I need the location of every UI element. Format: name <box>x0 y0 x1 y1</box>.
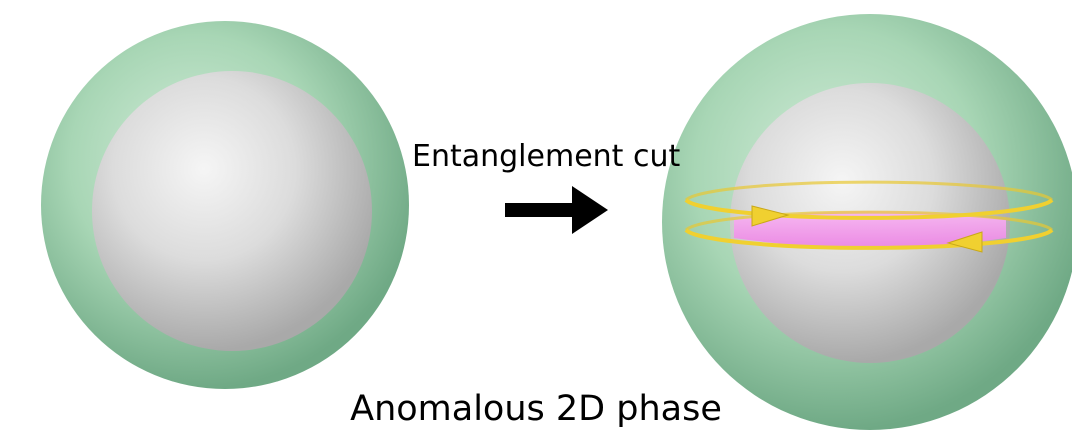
upper-ring-front <box>684 198 1054 220</box>
entanglement-cut-label: Entanglement cut <box>412 139 681 174</box>
entanglement-cut-arrow <box>505 186 608 234</box>
left-sphere <box>41 21 409 389</box>
edge-mode-band <box>734 211 1006 248</box>
right-sphere <box>662 14 1072 430</box>
lower-ring-front <box>684 228 1054 250</box>
upper-ring-back <box>684 180 1054 202</box>
lower-ring-back <box>684 210 1054 232</box>
lower-ring-arrowhead <box>946 231 983 253</box>
left-inner-sphere <box>92 71 372 351</box>
phase-caption: Anomalous 2D phase <box>350 389 722 429</box>
upper-ring-arrowhead <box>751 205 790 227</box>
